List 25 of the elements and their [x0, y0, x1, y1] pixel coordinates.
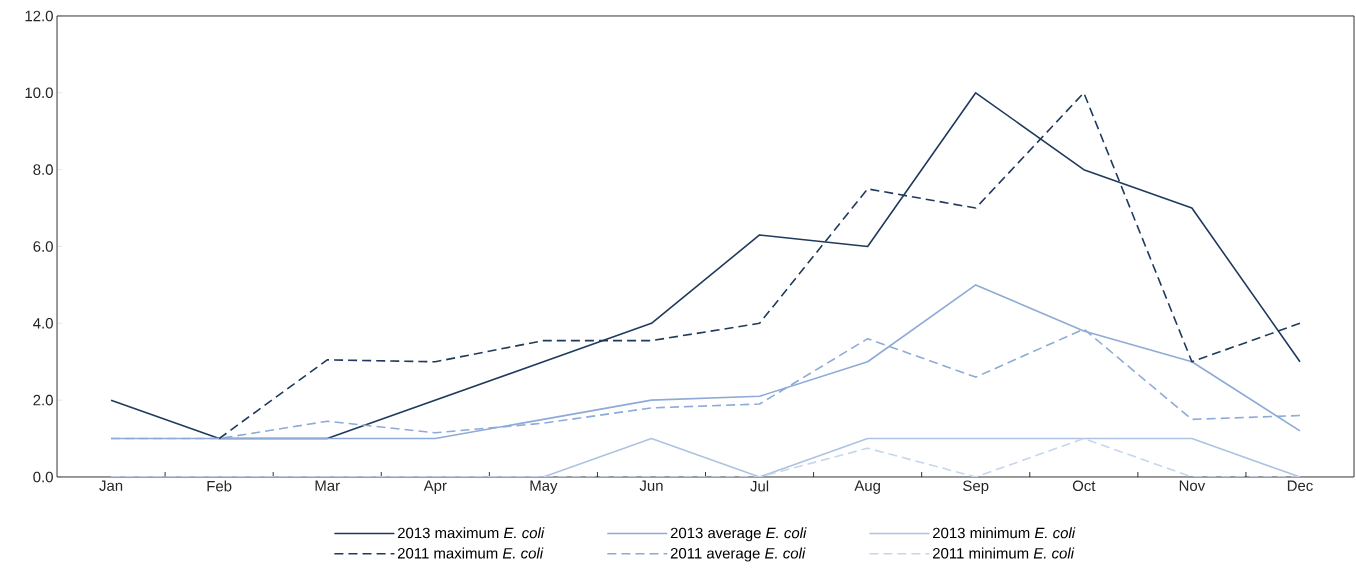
x-tick-label: Oct	[1072, 480, 1096, 492]
x-tick-label: Feb	[207, 480, 232, 492]
y-tick-label: 10.0	[25, 87, 53, 99]
x-tick-label: Apr	[423, 480, 447, 494]
legend-label: 2011 maximum E. coli	[397, 547, 544, 559]
y-tick-label: 6.0	[33, 241, 53, 252]
x-tick-label: Jun	[639, 480, 663, 491]
x-tick-label: Jan	[99, 480, 123, 491]
y-tick-label: 2.0	[33, 394, 53, 406]
y-tick-label: 12.0	[25, 10, 53, 22]
legend-label: 2013 minimum E. coli	[933, 527, 1076, 539]
legend-label: 2013 maximum E. coli	[397, 527, 545, 539]
legend-label: 2011 average E. coli	[670, 547, 806, 562]
legend-label: 2013 average E. coli	[670, 527, 807, 542]
x-tick-label: Jul	[750, 480, 769, 492]
y-tick-label: 8.0	[33, 164, 53, 175]
y-tick-label: 4.0	[33, 318, 53, 329]
x-tick-label: Mar	[315, 480, 340, 491]
x-tick-label: May	[530, 480, 558, 494]
y-tick-label: 0.0	[33, 471, 53, 483]
legend-label: 2011 minimum E. coli	[933, 547, 1075, 559]
x-tick-label: Nov	[1179, 480, 1206, 491]
x-tick-label: Aug	[854, 480, 880, 494]
x-tick-label: Dec	[1287, 480, 1313, 491]
x-tick-label: Sep	[963, 480, 989, 495]
